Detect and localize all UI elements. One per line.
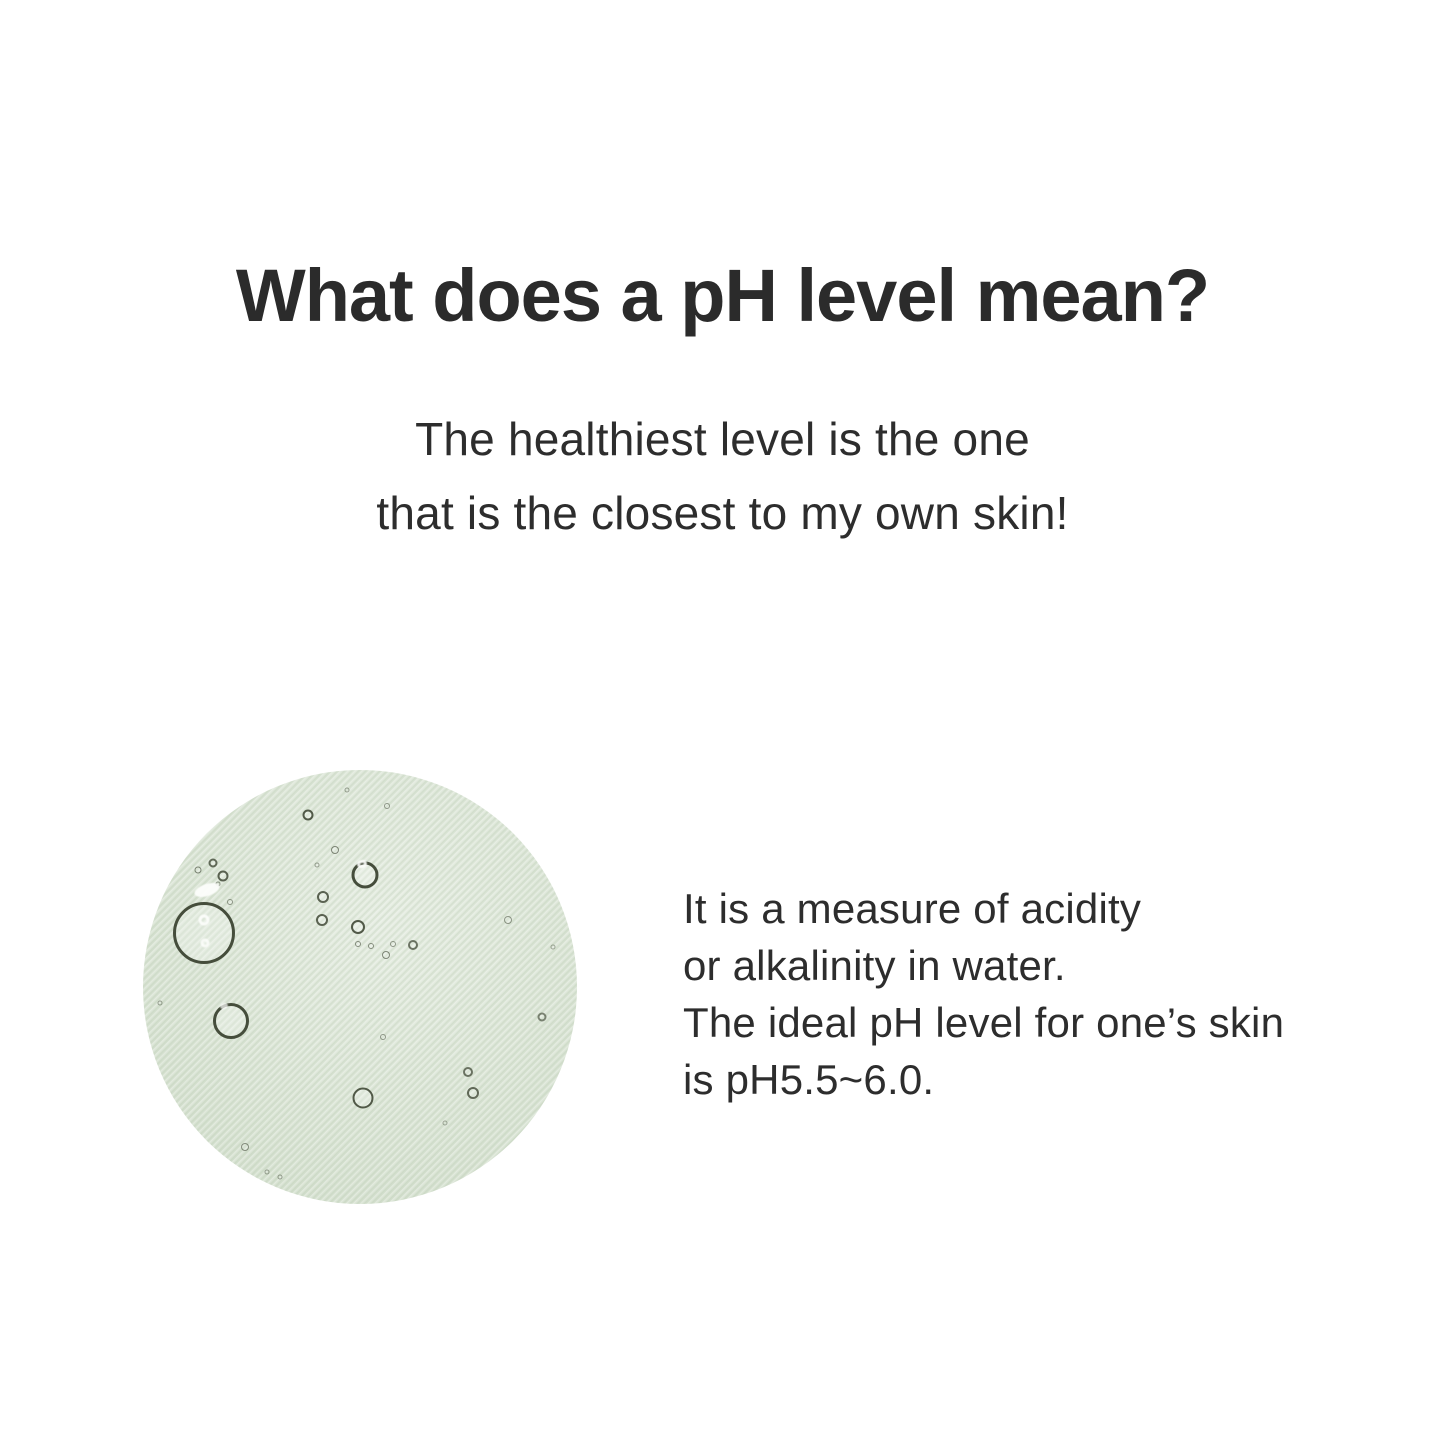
bubble-icon <box>173 902 236 965</box>
subtitle-line-2: that is the closest to my own skin! <box>376 487 1069 539</box>
bubble-icon <box>407 939 418 950</box>
subtitle: The healthiest level is the one that is … <box>0 402 1445 550</box>
bubble-icon <box>240 1143 249 1152</box>
bubble-icon <box>352 1087 374 1109</box>
description-text: It is a measure of acidity or alkalinity… <box>683 880 1284 1108</box>
liquid-texture-image <box>143 770 577 1204</box>
bubble-icon <box>503 916 512 925</box>
bubble-icon <box>315 914 328 927</box>
bubble-icon <box>217 870 229 882</box>
page-title: What does a pH level mean? <box>235 254 1210 337</box>
bubble-icon <box>382 950 391 959</box>
bubble-icon <box>351 861 379 889</box>
light-reflection <box>200 938 210 948</box>
bubble-icon <box>330 845 339 854</box>
bubble-icon <box>317 891 330 904</box>
bubble-icon <box>383 803 390 810</box>
bubble-icon <box>537 1012 547 1022</box>
subtitle-line-1: The healthiest level is the one <box>415 413 1030 465</box>
bubble-icon <box>314 862 320 868</box>
description-line-1: It is a measure of acidity <box>683 885 1142 932</box>
description-line-4: is pH5.5~6.0. <box>683 1056 935 1103</box>
bubble-icon <box>157 1000 163 1006</box>
bubble-icon <box>442 1120 448 1126</box>
light-reflection <box>198 914 210 926</box>
bubble-icon <box>350 920 365 935</box>
bubble-icon <box>226 898 233 905</box>
bubble-icon <box>277 1174 283 1180</box>
bubble-icon <box>264 1169 270 1175</box>
bubble-icon <box>194 866 202 874</box>
bubble-icon <box>550 944 556 950</box>
description-line-3: The ideal pH level for one’s skin <box>683 999 1285 1046</box>
bubble-icon <box>213 1002 250 1039</box>
bubble-icon <box>208 858 218 868</box>
bubble-icon <box>466 1086 479 1099</box>
bubble-icon <box>380 1033 386 1040</box>
light-reflection <box>192 880 222 900</box>
bubble-icon <box>463 1067 474 1078</box>
bubble-icon <box>302 809 314 821</box>
bubble-icon <box>354 941 361 948</box>
description-line-2: or alkalinity in water. <box>683 942 1066 989</box>
bubble-icon <box>389 941 396 948</box>
bubble-icon <box>344 787 350 793</box>
bubble-icon <box>367 943 374 950</box>
